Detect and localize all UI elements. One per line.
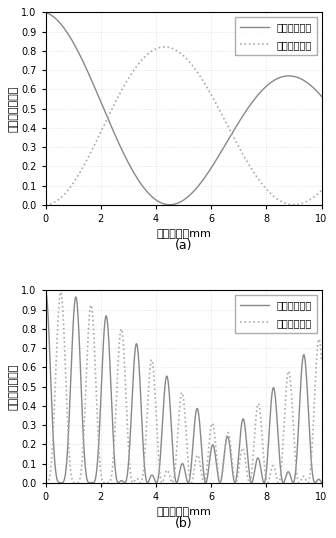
左耳主体纤芯 [161,477,165,484]
左耳主体纤芯 [59,289,63,295]
左耳主体纤芯 [43,202,47,208]
右耳主体纤芯 [314,478,318,485]
Text: (a): (a) [175,239,192,252]
Line: 右耳主体纤芯: 右耳主体纤芯 [45,291,322,483]
左耳主体纤芯 [149,48,153,55]
左耳主体纤芯 [150,357,154,363]
左耳主体纤芯 [320,187,324,194]
左耳主体纤芯 [320,358,324,364]
左耳主体纤芯 [314,361,318,367]
右耳主体纤芯 [43,9,47,16]
右耳主体纤芯 [320,93,324,100]
X-axis label: 传播距离，mm: 传播距离，mm [156,507,211,518]
右耳主体纤芯 [91,479,95,486]
左耳主体纤芯 [163,44,167,50]
Legend: 右耳主体纤芯, 左耳主体纤芯: 右耳主体纤芯, 左耳主体纤芯 [235,17,317,55]
X-axis label: 传播距离，mm: 传播距离，mm [156,229,211,239]
左耳主体纤芯 [285,200,289,207]
右耳主体纤芯 [285,73,289,79]
左耳主体纤芯 [91,325,95,331]
右耳主体纤芯 [91,81,95,88]
左耳主体纤芯 [314,192,318,199]
Y-axis label: 归一化能量曲线: 归一化能量曲线 [8,363,18,410]
右耳主体纤芯 [75,299,79,306]
Text: (b): (b) [175,518,192,530]
左耳主体纤芯 [285,382,289,388]
右耳主体纤芯 [75,46,79,53]
Line: 右耳主体纤芯: 右耳主体纤芯 [45,12,322,205]
右耳主体纤芯 [284,472,288,478]
右耳主体纤芯 [149,472,153,479]
Y-axis label: 归一化能量曲线: 归一化能量曲线 [8,86,18,132]
左耳主体纤芯 [161,44,165,50]
左耳主体纤芯 [75,479,79,486]
Line: 左耳主体纤芯: 左耳主体纤芯 [45,292,322,483]
右耳主体纤芯 [168,202,172,208]
右耳主体纤芯 [161,201,165,207]
左耳主体纤芯 [75,174,79,181]
右耳主体纤芯 [43,287,47,294]
右耳主体纤芯 [320,479,324,485]
左耳主体纤芯 [43,479,47,486]
Legend: 右耳主体纤芯, 左耳主体纤芯: 右耳主体纤芯, 左耳主体纤芯 [235,295,317,332]
右耳主体纤芯 [149,193,153,200]
右耳主体纤芯 [291,479,295,486]
右耳主体纤芯 [161,405,165,412]
左耳主体纤芯 [91,144,95,150]
Line: 左耳主体纤芯: 左耳主体纤芯 [45,47,322,205]
右耳主体纤芯 [314,87,318,94]
